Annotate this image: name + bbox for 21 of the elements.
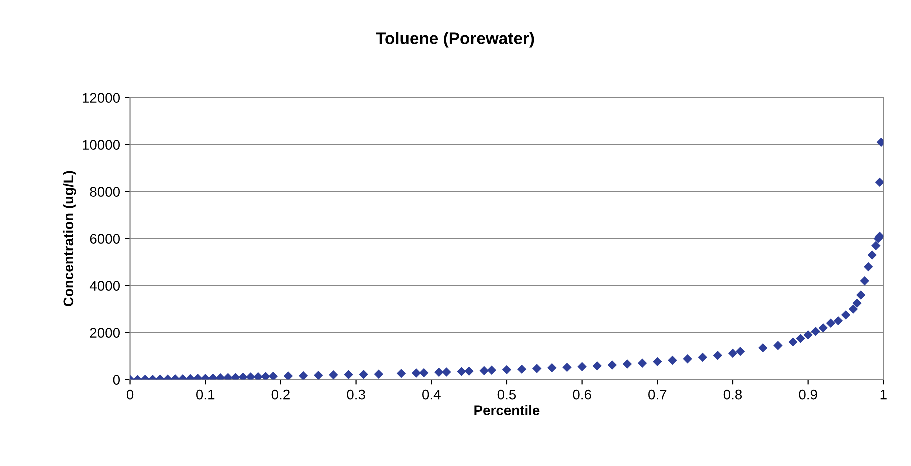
x-tick-label: 0.5: [498, 390, 516, 400]
x-tick-label: 0.8: [724, 390, 742, 400]
x-tick-label: 0.4: [422, 390, 441, 400]
chart-title: Toluene (Porewater): [376, 32, 534, 48]
x-tick-label: 0.9: [799, 390, 818, 400]
y-axis-title: Concentration (ug/L): [63, 171, 76, 307]
y-tick-label: 8000: [90, 187, 120, 198]
y-tick-label: 2000: [90, 328, 120, 338]
y-tick-label: 6000: [90, 234, 120, 244]
x-tick-label: 0.6: [573, 390, 592, 400]
x-axis-title: Percentile: [474, 405, 540, 416]
y-tick-label: 0: [113, 375, 120, 385]
x-tick-label: 0.3: [347, 390, 366, 400]
y-tick-label: 12000: [82, 93, 120, 104]
y-tick-label: 4000: [90, 281, 120, 291]
x-tick-label: 1: [880, 390, 887, 400]
x-tick-label: 0: [126, 390, 134, 400]
x-tick-label: 0.1: [196, 390, 215, 400]
x-tick-label: 0.7: [648, 390, 667, 400]
y-tick-label: 10000: [82, 140, 120, 150]
x-tick-label: 0.2: [272, 390, 290, 400]
